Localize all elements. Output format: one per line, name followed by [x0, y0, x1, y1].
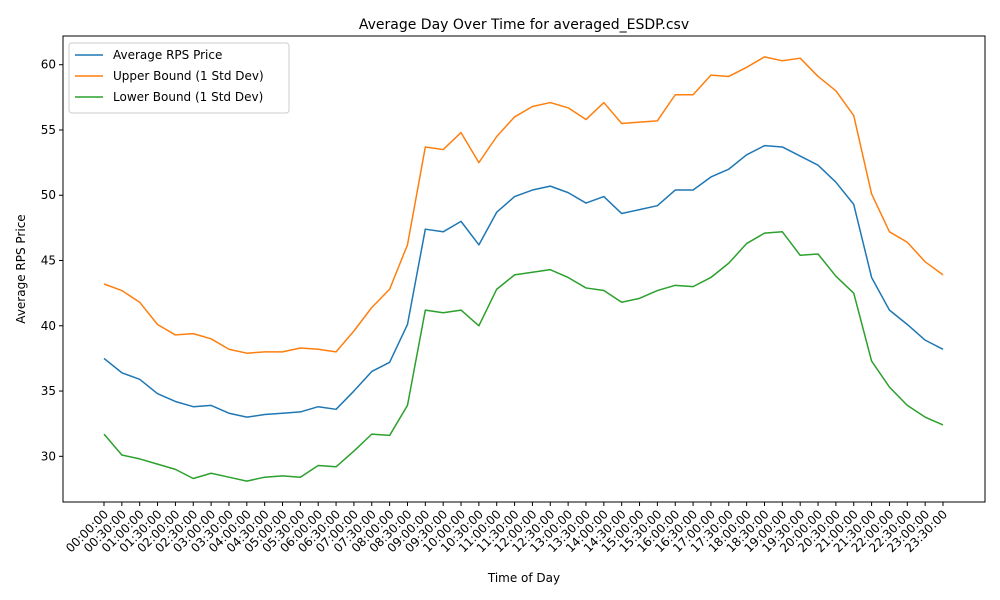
legend: Average RPS Price Upper Bound (1 Std Dev)…	[68, 42, 290, 114]
series-line-3	[103, 231, 944, 482]
legend-label-1: Average RPS Price	[113, 48, 222, 62]
y-axis-ticks: 30 35 40 45 50 55 60	[41, 58, 63, 463]
y-tick-label: 35	[41, 384, 56, 398]
legend-label-3: Lower Bound (1 Std Dev)	[113, 90, 263, 104]
series-lines	[103, 56, 944, 482]
plot-area	[63, 36, 985, 502]
legend-box	[68, 42, 290, 114]
x-axis-label: Time of Day	[487, 571, 560, 585]
y-axis-label: Average RPS Price	[14, 214, 28, 323]
chart-title: Average Day Over Time for averaged_ESDP.…	[359, 17, 689, 33]
y-tick-label: 40	[41, 319, 56, 333]
y-tick-label: 30	[41, 449, 56, 463]
legend-label-2: Upper Bound (1 Std Dev)	[113, 69, 264, 83]
legend-entries: Average RPS Price Upper Bound (1 Std Dev)…	[75, 48, 264, 104]
plot-frame	[62, 35, 986, 503]
series-line-1	[103, 144, 944, 418]
x-axis-ticks: 00:00:0000:30:0001:00:0001:30:0002:00:00…	[63, 502, 950, 555]
y-tick-label: 60	[41, 58, 56, 72]
y-tick-label: 55	[41, 123, 56, 137]
y-tick-label: 50	[41, 188, 56, 202]
series-line-2	[103, 56, 944, 354]
y-tick-label: 45	[41, 254, 56, 268]
